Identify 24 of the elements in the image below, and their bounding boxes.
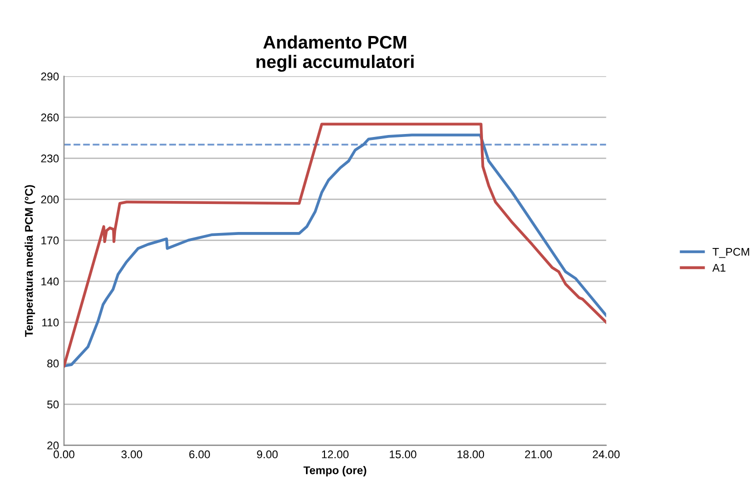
y-tick-label: 140	[41, 278, 59, 286]
y-tick-label: 110	[42, 318, 59, 326]
x-tick-label: 21.00	[525, 450, 552, 458]
y-tick-label: 290	[41, 72, 59, 80]
x-tick-label: 12.00	[322, 450, 349, 458]
x-tick-label: 9.00	[257, 450, 278, 458]
x-tick-label: 24.00	[592, 450, 620, 458]
y-tick-label: 50	[47, 400, 59, 408]
y-axis-title: Temperatura media PCM (°C)	[24, 185, 36, 337]
x-tick-label: 0.00	[54, 450, 74, 458]
y-tick-label: 20	[47, 442, 59, 450]
y-tick-label: 200	[41, 196, 59, 204]
x-tick-label: 15.00	[390, 450, 416, 458]
y-tick-label: 80	[47, 360, 59, 368]
x-tick-label: 18.00	[458, 450, 484, 458]
chart-title: Andamento PCM negli accumulatori	[256, 35, 414, 72]
x-axis-title: Tempo (ore)	[304, 466, 366, 476]
legend-label: A1	[712, 264, 726, 272]
legend-label: T_PCM	[712, 248, 750, 258]
y-tick-label: 230	[41, 154, 59, 162]
x-tick-label: 3.00	[121, 450, 142, 458]
y-tick-label: 170	[41, 236, 59, 244]
y-tick-label: 260	[41, 114, 59, 122]
x-tick-label: 6.00	[189, 450, 210, 458]
